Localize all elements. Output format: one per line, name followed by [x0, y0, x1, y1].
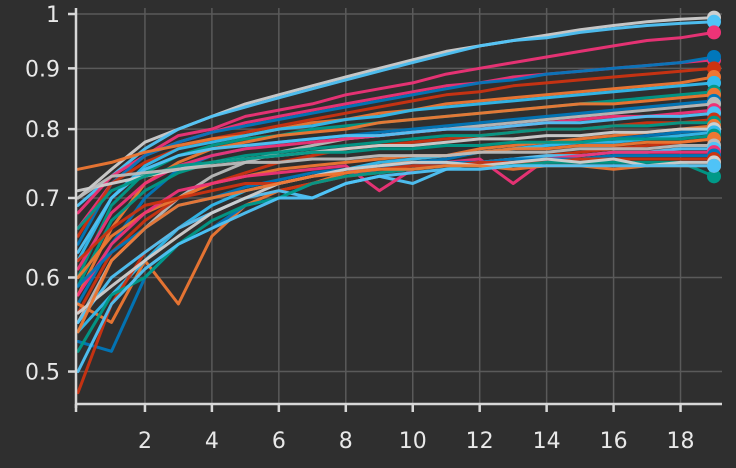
series-line [76, 102, 716, 324]
series-line [76, 164, 716, 334]
series-lines [76, 16, 716, 395]
y-tick-label: 0.5 [25, 361, 60, 386]
series-line [76, 157, 716, 315]
series-end-dot [707, 14, 721, 29]
series-line [76, 20, 716, 207]
series-end-dot [707, 50, 721, 65]
series-line [76, 144, 716, 200]
series-line [76, 164, 716, 373]
series-end-markers [707, 10, 721, 184]
y-tick-label: 0.7 [25, 187, 60, 212]
series-line [76, 93, 716, 297]
y-tick-label: 0.6 [25, 266, 60, 291]
series-end-dot [707, 25, 721, 40]
x-tick-label: 2 [138, 429, 152, 454]
series-line [76, 121, 716, 288]
series-line [76, 134, 716, 230]
y-tick-label: 0.9 [25, 57, 60, 82]
series-line [76, 150, 716, 297]
series-line [76, 55, 716, 246]
x-tick-label: 16 [600, 429, 628, 454]
tick-labels: 2 4 6 8 10 12 14 16 18 0.5 0.6 0.7 0.8 0.9 1 [25, 3, 695, 454]
x-tick-label: 10 [399, 429, 427, 454]
x-tick-label: 8 [339, 429, 353, 454]
y-tick-label: 1 [46, 3, 60, 28]
x-tick-label: 12 [466, 429, 494, 454]
series-line [76, 75, 716, 171]
x-tick-label: 18 [667, 429, 695, 454]
series-line [76, 124, 716, 324]
x-tick-label: 4 [205, 429, 219, 454]
x-tick-label: 14 [533, 429, 561, 454]
series-line [76, 111, 716, 254]
series-line [76, 30, 716, 230]
series-line [76, 160, 716, 353]
x-tick-label: 6 [272, 429, 286, 454]
series-line [76, 81, 716, 263]
series-end-dot [707, 169, 721, 184]
series-end-dot [707, 158, 721, 173]
y-tick-label: 0.8 [25, 118, 60, 143]
